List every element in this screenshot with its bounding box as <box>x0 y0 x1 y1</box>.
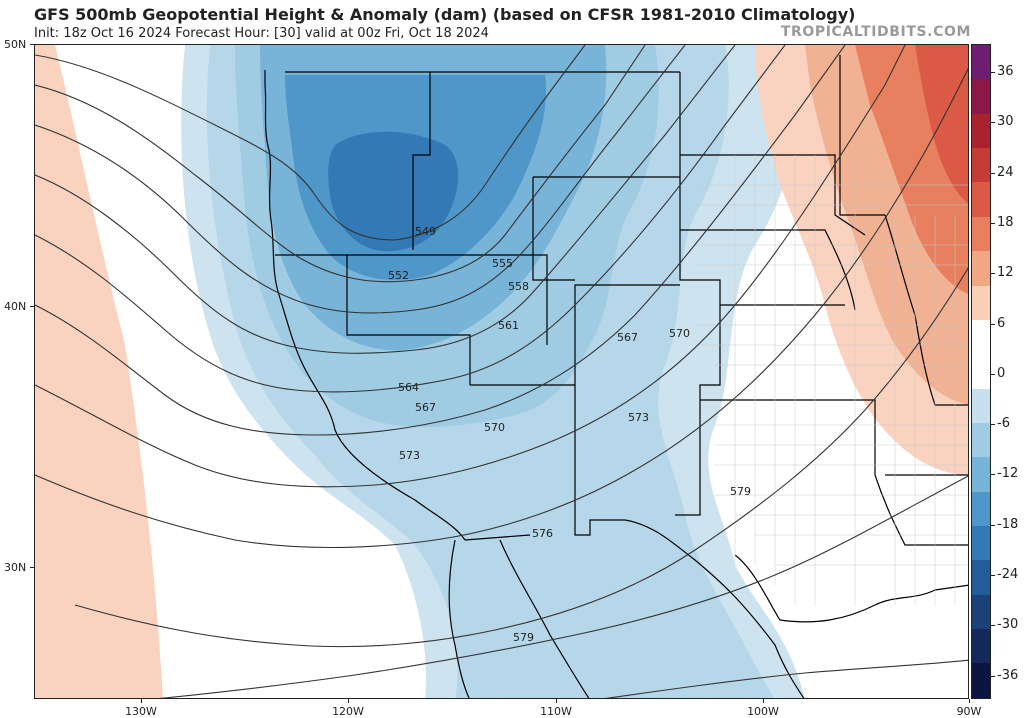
colorbar-tick <box>991 373 995 375</box>
colorbar-tick <box>991 323 995 325</box>
colorbar-tick <box>991 273 995 275</box>
colorbar-segment <box>972 113 990 149</box>
colorbar-segment <box>972 182 990 217</box>
lon-label-100w: 100W <box>747 705 779 718</box>
lon-tick <box>556 699 557 703</box>
contour-label: 573 <box>628 411 649 424</box>
colorbar-label: 0 <box>997 365 1006 381</box>
colorbar-segment <box>972 560 990 595</box>
lat-tick <box>30 44 34 45</box>
colorbar-segment <box>972 491 990 527</box>
lon-tick <box>763 699 764 703</box>
colorbar-tick <box>991 172 995 174</box>
colorbar-tick <box>991 625 995 627</box>
colorbar-tick <box>991 122 995 124</box>
colorbar-segment <box>972 216 990 252</box>
lat-tick <box>30 567 34 568</box>
colorbar-segment <box>972 629 990 664</box>
colorbar-label: 24 <box>997 164 1014 180</box>
brand-watermark: TROPICALTIDBITS.COM <box>780 24 971 40</box>
colorbar-tick <box>991 474 995 476</box>
contour-label: 570 <box>484 421 505 434</box>
lon-label-130w: 130W <box>125 705 157 718</box>
page-title: GFS 500mb Geopotential Height & Anomaly … <box>34 5 856 24</box>
lon-label-120w: 120W <box>332 705 364 718</box>
colorbar-label: -36 <box>997 667 1019 683</box>
colorbar-label: 18 <box>997 214 1014 230</box>
colorbar-segment <box>972 45 990 80</box>
colorbar-segment <box>972 388 990 423</box>
colorbar-label: -18 <box>997 516 1019 532</box>
contour-label: 555 <box>492 257 513 270</box>
colorbar-segment <box>972 319 990 355</box>
colorbar-segment <box>972 422 990 458</box>
contour-label: 573 <box>399 449 420 462</box>
contour-label: 579 <box>513 631 534 644</box>
contour-label: 549 <box>415 225 436 238</box>
contour-label: 576 <box>532 527 553 540</box>
colorbar-tick <box>991 575 995 576</box>
colorbar-label: 12 <box>997 265 1014 281</box>
colorbar-segment <box>972 79 990 114</box>
lon-tick <box>969 699 970 703</box>
map-panel: 549 552 555 558 561 564 567 570 567 570 … <box>34 44 969 699</box>
contour-label: 552 <box>388 269 409 282</box>
colorbar-tick <box>991 424 995 426</box>
lon-tick <box>141 699 142 703</box>
colorbar-tick <box>991 675 995 677</box>
lon-label-110w: 110W <box>540 705 572 718</box>
anomaly-map: 549 552 555 558 561 564 567 570 567 570 … <box>35 45 968 698</box>
lat-tick <box>30 306 34 307</box>
colorbar-label: -12 <box>997 466 1019 482</box>
init-info: Init: 18z Oct 16 2024 Forecast Hour: [30… <box>34 26 489 41</box>
contour-label: 567 <box>415 401 436 414</box>
colorbar-segment <box>972 526 990 561</box>
contour-label: 579 <box>730 485 751 498</box>
colorbar-segment <box>972 594 990 630</box>
colorbar-segment <box>972 251 990 286</box>
colorbar-label: -30 <box>997 617 1019 633</box>
lon-label-90w: 90W <box>956 705 982 718</box>
colorbar <box>971 44 991 699</box>
positive-anomaly-pacific <box>35 45 167 698</box>
colorbar-segment <box>972 285 990 320</box>
lat-label-50n: 50N <box>4 38 27 51</box>
lat-label-40n: 40N <box>4 300 27 313</box>
colorbar-label: 36 <box>997 64 1014 79</box>
contour-label: 558 <box>508 280 529 293</box>
contour-label: 561 <box>498 319 519 332</box>
colorbar-tick <box>991 524 995 526</box>
colorbar-tick <box>991 222 995 224</box>
lat-label-30n: 30N <box>4 561 27 574</box>
colorbar-label: -6 <box>997 416 1010 432</box>
contour-label: 570 <box>669 327 690 340</box>
colorbar-segment <box>972 457 990 492</box>
contour-label: 564 <box>398 381 419 394</box>
colorbar-segment <box>972 354 990 389</box>
colorbar-segment <box>972 148 990 183</box>
colorbar-label: 30 <box>997 114 1014 130</box>
colorbar-label: -24 <box>997 567 1019 582</box>
lon-tick <box>348 699 349 703</box>
county-lines <box>695 155 968 605</box>
height-contours <box>35 45 968 698</box>
contour-label-group: 549 552 555 558 561 564 567 570 567 570 … <box>388 225 751 644</box>
colorbar-label: 6 <box>997 315 1006 331</box>
colorbar-segment <box>972 663 990 698</box>
colorbar-tick <box>991 72 995 73</box>
contour-label: 567 <box>617 331 638 344</box>
